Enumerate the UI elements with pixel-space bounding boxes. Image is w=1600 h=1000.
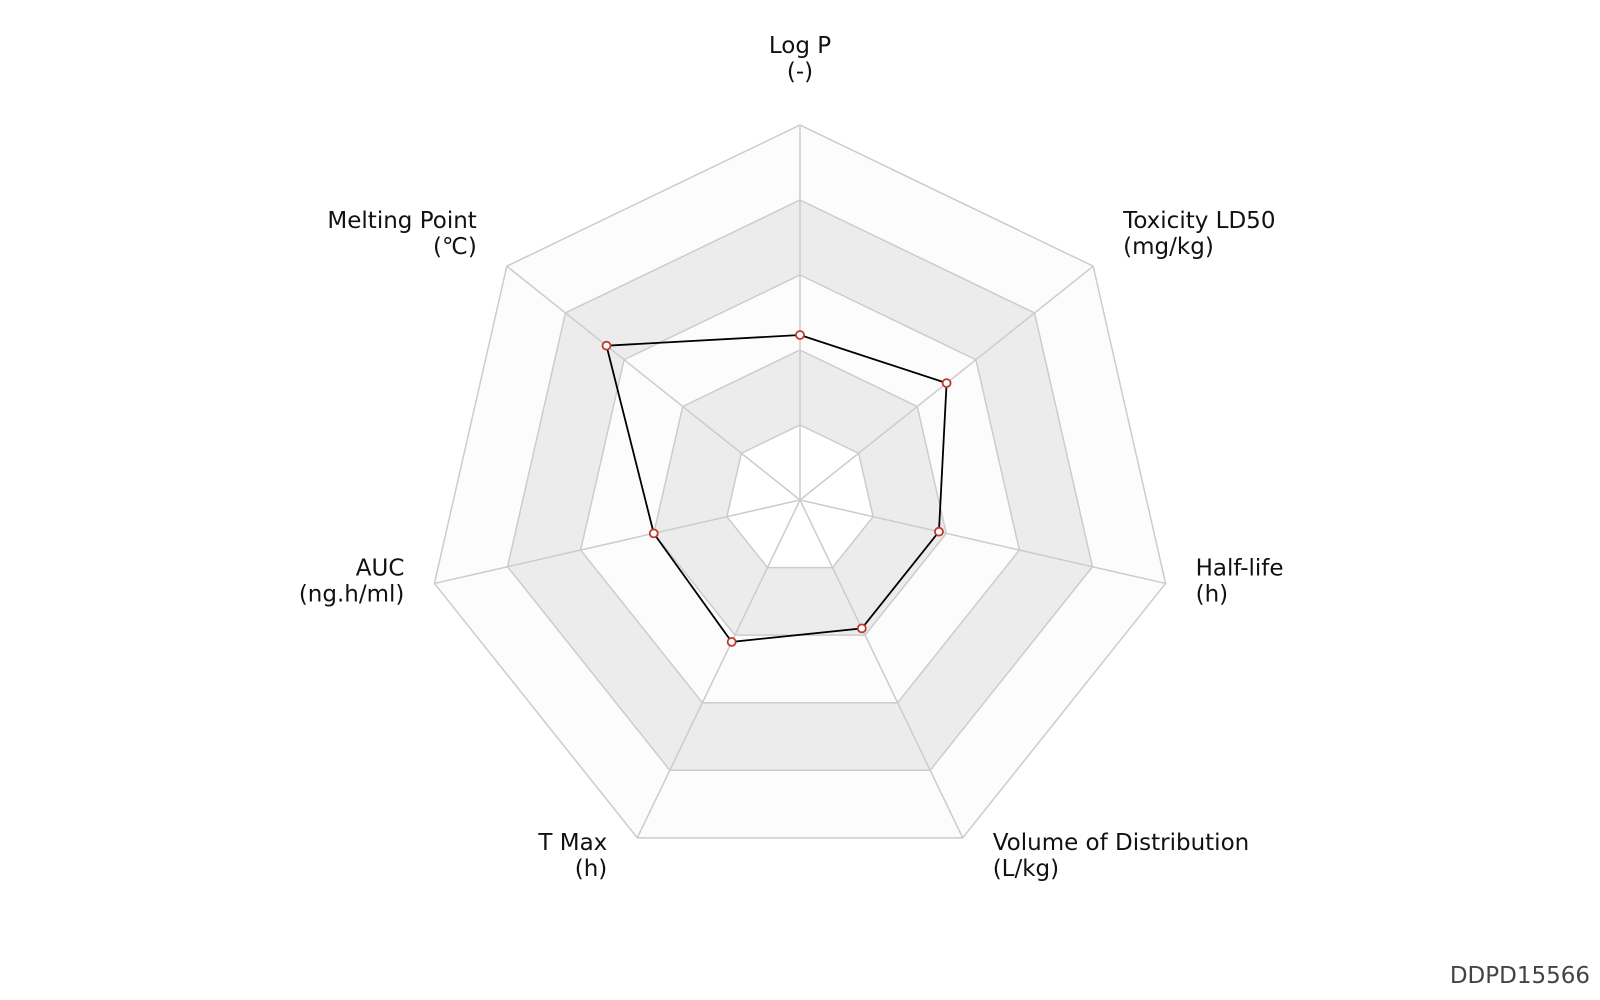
axis-label: T Max — [537, 830, 607, 856]
axis-unit: (h) — [1196, 581, 1229, 607]
axis-label: Melting Point — [327, 208, 476, 234]
data-line — [605, 334, 948, 643]
watermark: DDPD15566 — [1450, 963, 1590, 989]
axis-label: AUC — [356, 555, 405, 581]
spoke — [636, 499, 801, 839]
axis-unit: (L/kg) — [993, 856, 1059, 882]
axis-unit: (mg/kg) — [1123, 234, 1214, 260]
axis-label: Volume of Distribution — [993, 830, 1250, 856]
spoke — [799, 499, 1166, 585]
data-point — [795, 330, 805, 340]
data-point — [934, 526, 944, 537]
axis-unit: (℃) — [433, 234, 477, 260]
axis-label: Log P — [769, 33, 831, 59]
axis-label: Toxicity LD50 — [1122, 208, 1275, 234]
data-point — [941, 378, 952, 388]
spoke — [799, 499, 964, 839]
axis-unit: (h) — [575, 856, 608, 882]
spoke — [506, 265, 801, 501]
data-point — [856, 623, 867, 634]
axis-unit: (ng.h/ml) — [299, 581, 405, 607]
spoke — [434, 499, 801, 585]
axis-label: Half-life — [1196, 555, 1284, 581]
data-point — [648, 528, 659, 539]
data-point — [601, 340, 612, 351]
data-point — [726, 637, 737, 647]
axis-unit: (-) — [787, 59, 813, 85]
